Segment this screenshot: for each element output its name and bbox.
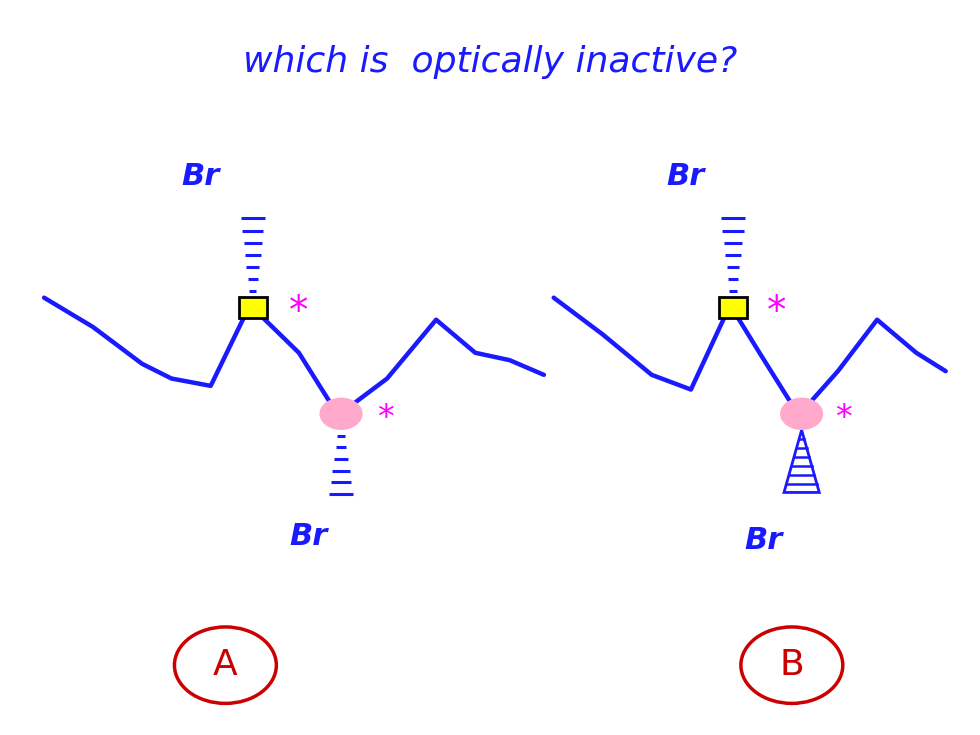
- Text: Br: Br: [289, 522, 327, 551]
- Text: B: B: [779, 648, 805, 682]
- Text: *: *: [766, 293, 786, 331]
- Circle shape: [319, 398, 363, 430]
- Bar: [719, 297, 747, 318]
- Text: A: A: [213, 648, 238, 682]
- Circle shape: [780, 398, 823, 430]
- Text: Br: Br: [181, 162, 220, 191]
- Text: Br: Br: [745, 526, 783, 555]
- Text: Br: Br: [666, 162, 705, 191]
- Text: which is  optically inactive?: which is optically inactive?: [243, 46, 737, 79]
- Text: *: *: [835, 403, 852, 435]
- Text: *: *: [377, 403, 394, 435]
- Text: *: *: [289, 293, 309, 331]
- Bar: [239, 297, 267, 318]
